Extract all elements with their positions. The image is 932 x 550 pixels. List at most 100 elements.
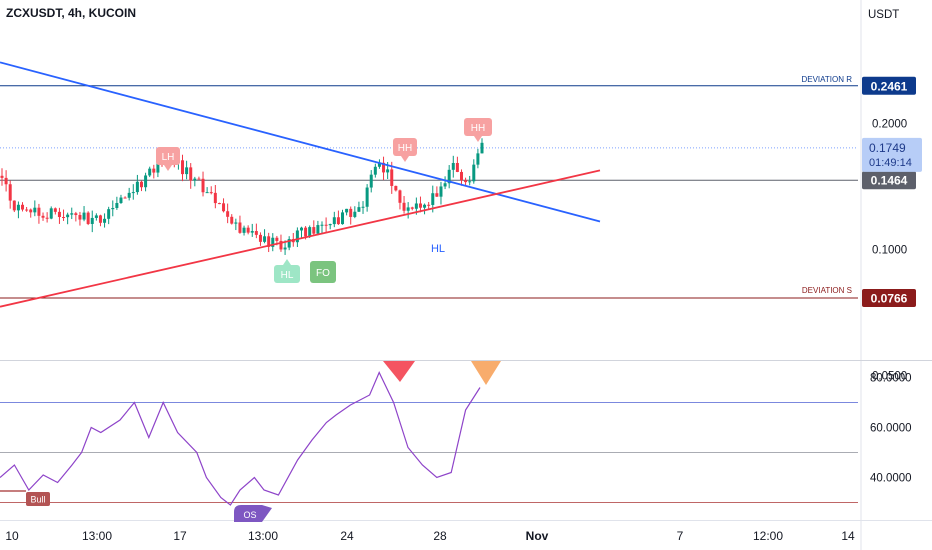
candle-body (86, 212, 90, 224)
last-price-tag: 0.1749 01:49:14 (862, 137, 922, 172)
candle-body (369, 174, 373, 188)
deviation-r-tag: 0.2461 (862, 76, 916, 95)
candle-body (181, 160, 185, 175)
candle-body (74, 213, 78, 216)
time-tick-label: 12:00 (753, 529, 783, 543)
candle-body (398, 190, 402, 203)
candle-body (230, 216, 234, 224)
deviation-r-label: DEVIATION R (801, 75, 852, 84)
candle-body (464, 180, 468, 183)
rsi-os-bubble (234, 505, 272, 522)
candle-body (148, 168, 152, 176)
candle-body (394, 185, 398, 191)
candle-body (119, 197, 123, 203)
rsi-bull-text: Bull (30, 495, 45, 505)
price-axis[interactable]: USDT 0.2000 0.1000 0.0500 0.2461 0.0766 0.146… (862, 9, 922, 383)
deviation-r-tag-text: 0.2461 (871, 79, 908, 93)
candle-body (62, 217, 66, 219)
candle-body (443, 183, 447, 187)
time-tick-label: 14 (841, 529, 855, 543)
pivot-bubble (464, 118, 492, 136)
pivot-label-hl-plain: HL (431, 243, 445, 255)
candle-body (459, 171, 463, 181)
countdown-text: 01:49:14 (869, 157, 912, 169)
candle-body (53, 208, 57, 212)
trendlines-layer (0, 61, 601, 308)
candle-body (222, 203, 226, 212)
pivot-label-lh: LH (156, 147, 180, 171)
candle-body (226, 211, 230, 217)
candle-body (66, 214, 70, 218)
candle-body (365, 187, 369, 207)
rsi-pane: Bull OS (0, 361, 858, 522)
candle-body (217, 203, 221, 205)
candle-body (250, 231, 254, 233)
pivot-label-hh: HH (393, 138, 417, 162)
candle-body (103, 218, 107, 223)
time-tick-label: 24 (340, 529, 354, 543)
candle-body (111, 207, 115, 210)
level-gray-tag: 0.1464 (862, 171, 916, 190)
candle-body (299, 227, 303, 231)
deviation-s-tag-text: 0.0766 (871, 291, 908, 305)
candle-body (213, 192, 217, 204)
candle-body (316, 225, 320, 234)
candle-body (402, 202, 406, 211)
pivot-text: FO (316, 268, 330, 279)
candle-body (242, 227, 246, 233)
candle-body (275, 237, 279, 241)
rsi-tick-label: 80.0000 (870, 373, 912, 385)
candle-body (246, 227, 250, 233)
candle-body (336, 217, 340, 225)
candle-body (431, 193, 435, 205)
deviation-r-tag-bg (862, 76, 916, 95)
candle-body (423, 204, 427, 208)
candle-body (287, 239, 291, 248)
candle-body (308, 227, 312, 237)
last-price-text: 0.1749 (869, 141, 906, 155)
pivot-text: LH (162, 152, 175, 163)
time-axis[interactable]: 10 13:00 17 13:00 24 28 Nov 7 12:00 14 (5, 529, 855, 543)
candle-body (115, 202, 119, 208)
price-tick-label: 0.1000 (872, 245, 907, 257)
candle-body (131, 192, 135, 194)
candle-body (345, 208, 349, 213)
descending-trendline (0, 61, 601, 223)
candle-body (451, 162, 455, 170)
pivot-text: HH (398, 143, 412, 154)
candle-body (197, 178, 201, 180)
candle-body (267, 236, 271, 247)
candle-body (156, 158, 160, 173)
levels-layer: DEVIATION R DEVIATION S (0, 75, 858, 299)
time-tick-label: 13:00 (248, 529, 278, 543)
candle-body (57, 211, 61, 218)
candle-body (33, 207, 37, 213)
candle-body (361, 206, 365, 208)
candle-body (476, 153, 480, 165)
time-tick-label: 13:00 (82, 529, 112, 543)
candle-body (480, 142, 484, 154)
symbol-title[interactable]: ZCXUSDT, 4h, KUCOIN (6, 6, 137, 20)
candle-body (406, 207, 410, 211)
candle-body (312, 227, 316, 234)
deviation-s-tag-bg (862, 288, 916, 307)
candle-body (258, 234, 262, 242)
candle-body (209, 192, 213, 194)
candle-body (0, 175, 4, 178)
candle-body (127, 192, 131, 198)
rsi-axis[interactable]: 80.0000 60.0000 40.0000 (870, 373, 912, 485)
rsi-tick-label: 60.0000 (870, 423, 912, 435)
candle-body (205, 192, 209, 194)
pivot-pointer (401, 156, 409, 162)
candle-body (21, 204, 25, 210)
candle-body (447, 169, 451, 184)
candles-layer (0, 138, 484, 255)
pivot-labels-layer: LH HH HH HL FO HL (156, 118, 492, 283)
pivot-bubble (274, 265, 300, 283)
candle-body (341, 212, 345, 225)
candle-body (82, 212, 86, 220)
deviation-s-label: DEVIATION S (802, 286, 852, 295)
